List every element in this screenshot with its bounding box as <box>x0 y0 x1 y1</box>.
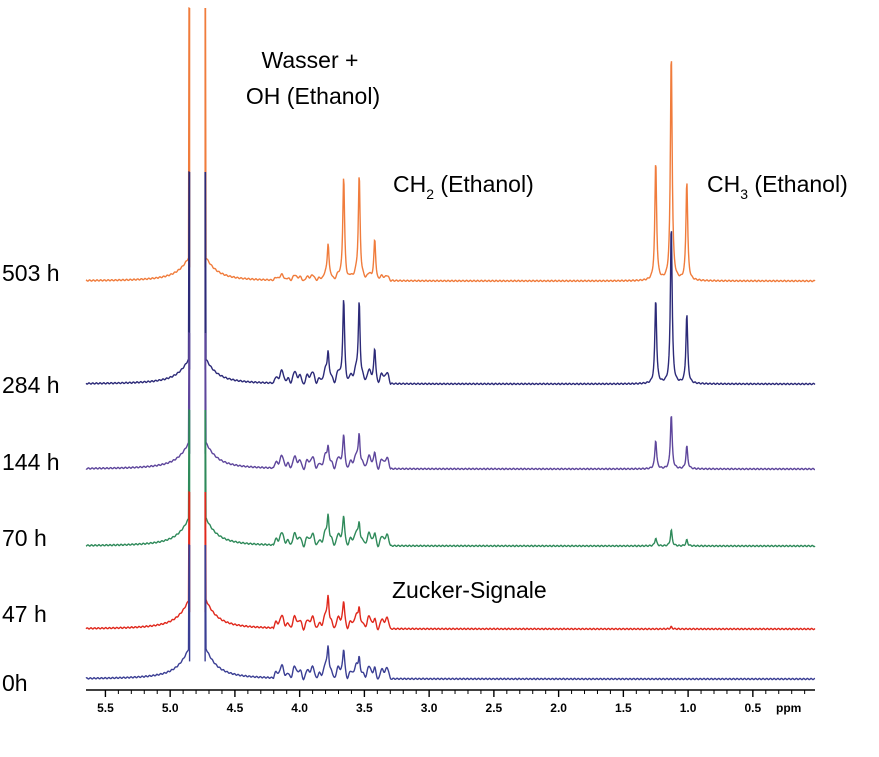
water-label-line2: OH (Ethanol) <box>246 83 380 109</box>
series-label: 503 h <box>2 260 60 286</box>
x-axis-unit-label: ppm <box>776 701 801 715</box>
spectra-group <box>85 7 816 681</box>
spectrum-line-144h <box>85 332 815 471</box>
x-tick-label: 3.0 <box>421 701 438 715</box>
series-label: 284 h <box>2 372 60 398</box>
ch3-label: CH3 (Ethanol) <box>707 171 848 202</box>
series-label: 70 h <box>2 525 47 551</box>
x-tick-label: 1.5 <box>615 701 632 715</box>
series-labels-group: 503 h 284 h 144 h 70 h 47 h 0h <box>2 260 60 696</box>
water-label-line1: Wasser + <box>262 47 359 73</box>
x-tick-label: 4.0 <box>291 701 308 715</box>
x-tick-label: 2.5 <box>486 701 503 715</box>
x-tick-label: 3.5 <box>356 701 373 715</box>
sugar-signals-label: Zucker-Signale <box>392 577 547 603</box>
x-tick-label: 5.0 <box>162 701 179 715</box>
x-tick-label: 5.5 <box>97 701 114 715</box>
x-tick-label: 2.0 <box>550 701 567 715</box>
spectrum-line-70h <box>85 409 816 548</box>
spectrum-line-284h <box>85 171 816 386</box>
series-label: 47 h <box>2 601 47 627</box>
x-tick-label: 4.5 <box>227 701 244 715</box>
x-axis-ticks: 5.5 5.0 4.5 4.0 3.5 3.0 2.5 2.0 1.5 1.0 0.5 <box>97 690 806 715</box>
spectrum-line-503h <box>85 7 816 283</box>
series-label: 144 h <box>2 449 60 475</box>
peak-annotations: Wasser + OH (Ethanol) CH2 (Ethanol) CH3 … <box>246 47 848 603</box>
x-tick-label: 1.0 <box>680 701 697 715</box>
spectrum-line-0h <box>85 544 816 681</box>
series-label: 0h <box>2 670 28 696</box>
ch2-label: CH2 (Ethanol) <box>393 171 534 202</box>
x-tick-label: 0.5 <box>745 701 762 715</box>
spectrum-line-47h <box>85 491 816 631</box>
x-axis: 5.5 5.0 4.5 4.0 3.5 3.0 2.5 2.0 1.5 1.0 0.5 ppm <box>86 689 815 715</box>
